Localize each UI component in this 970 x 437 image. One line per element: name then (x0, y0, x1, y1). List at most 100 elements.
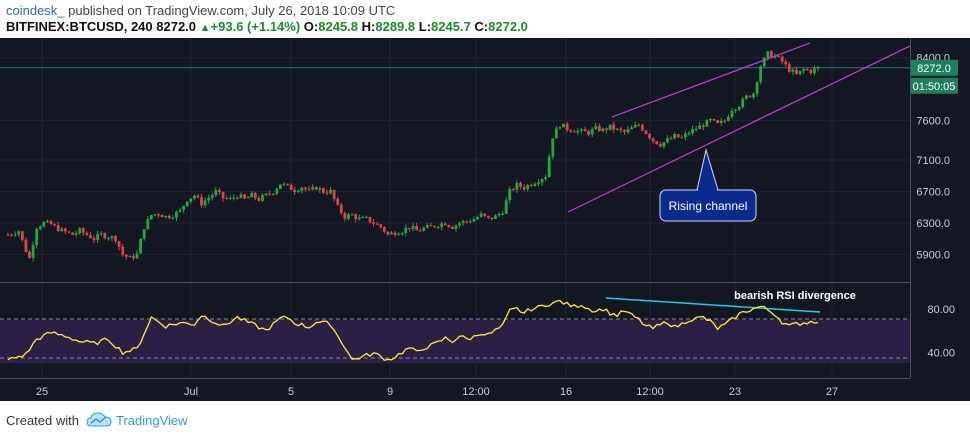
candle (318, 188, 322, 190)
candle (490, 217, 494, 220)
candle (547, 156, 551, 178)
candle (271, 193, 275, 195)
callout-pointer (696, 148, 719, 191)
candle (730, 110, 734, 117)
candle (286, 183, 289, 185)
candle (673, 134, 677, 139)
candle (612, 124, 616, 130)
candle (397, 234, 401, 236)
candle (433, 225, 436, 228)
close-label: C: (474, 19, 489, 34)
candle (440, 223, 444, 227)
candle (533, 183, 537, 186)
candle (275, 188, 279, 194)
candle (425, 225, 429, 228)
candle (497, 213, 501, 216)
candle (42, 221, 46, 227)
candle (544, 177, 548, 180)
candle (787, 64, 791, 72)
candle (404, 227, 408, 234)
candle (17, 231, 21, 235)
candle (526, 185, 530, 190)
author-link[interactable]: coindesk_ (6, 3, 65, 18)
tradingview-cloud-icon[interactable] (86, 411, 112, 429)
candle (78, 228, 82, 234)
candle (85, 232, 89, 236)
candle (261, 195, 264, 201)
candle (504, 200, 508, 214)
candle (63, 228, 67, 232)
open-label: O: (303, 19, 319, 34)
candle (296, 190, 300, 192)
candle (458, 223, 461, 226)
candle (96, 234, 100, 240)
candle (365, 216, 368, 218)
candle (719, 120, 723, 123)
candle (515, 182, 519, 190)
time-tick-label: 9 (387, 386, 393, 398)
candle (246, 197, 250, 199)
candle (182, 206, 186, 210)
candle (572, 131, 576, 133)
candle (472, 219, 476, 222)
candle (777, 55, 780, 57)
candle (171, 217, 175, 219)
candle (354, 214, 358, 220)
candle (511, 188, 515, 190)
candle (357, 217, 361, 220)
candle (325, 192, 329, 194)
candle (314, 187, 318, 190)
channel-lower-line (567, 45, 911, 213)
candle (6, 234, 10, 236)
candle (508, 188, 512, 201)
tradingview-brand[interactable]: TradingView (116, 413, 188, 428)
candle (282, 183, 286, 185)
candle (175, 211, 178, 218)
candle (146, 219, 150, 230)
candle (554, 128, 558, 139)
candle (10, 234, 13, 236)
candle (250, 192, 254, 198)
candle (321, 188, 325, 193)
candle (386, 231, 390, 235)
chart-area[interactable]: Rising channel bearish RSI divergence 59… (0, 38, 970, 401)
candle (637, 124, 641, 126)
candle (49, 221, 53, 225)
candle (601, 128, 605, 132)
divergence-line (605, 297, 821, 313)
candle (400, 233, 404, 235)
high-label: H: (361, 19, 376, 34)
candle (569, 130, 573, 132)
candle (149, 215, 153, 220)
candle (307, 189, 311, 191)
candle (626, 129, 630, 133)
candle (791, 69, 795, 72)
candle (124, 254, 128, 257)
last-price-tag-text: 8272.0 (917, 63, 951, 75)
time-tick-label: 16 (560, 386, 572, 398)
candle (494, 215, 497, 220)
candle (67, 231, 71, 233)
up-arrow-icon: ▲ (199, 22, 211, 34)
candle (658, 144, 662, 147)
candle (759, 66, 763, 83)
candle (329, 189, 332, 194)
candle (415, 226, 418, 231)
created-with-label: Created with (6, 413, 79, 428)
candle (192, 195, 196, 199)
candle (35, 228, 39, 246)
candle (20, 231, 24, 240)
candle (207, 197, 211, 201)
candle (640, 124, 644, 131)
candle (60, 228, 64, 232)
candle (167, 215, 171, 219)
candle (117, 241, 121, 247)
time-tick-label: 25 (36, 386, 48, 398)
price-chart-svg[interactable]: Rising channel bearish RSI divergence 59… (0, 38, 970, 401)
candle (214, 189, 218, 196)
candle (712, 119, 716, 121)
chart-header: coindesk_ published on TradingView.com, … (0, 0, 970, 38)
candle (587, 131, 591, 135)
candle (590, 129, 594, 135)
candle (132, 256, 135, 259)
